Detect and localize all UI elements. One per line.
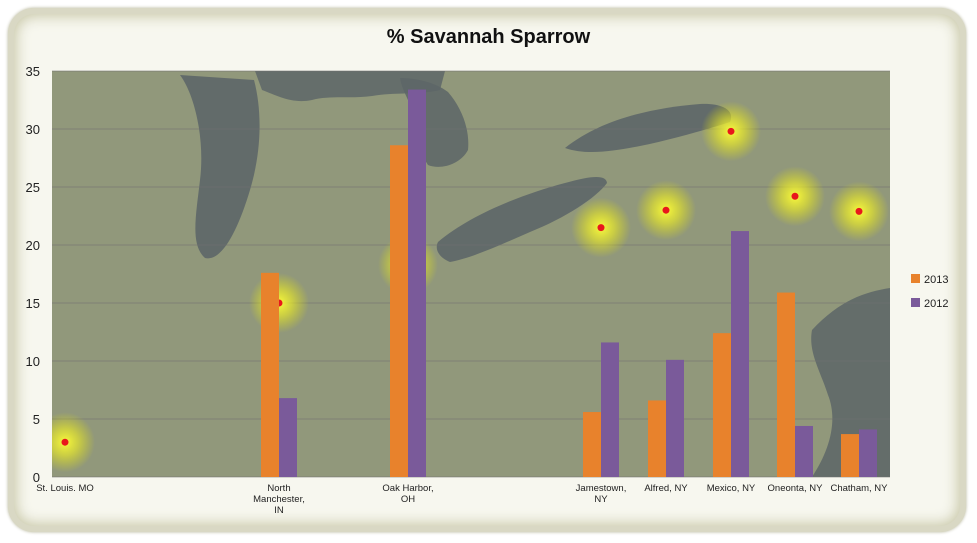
map-background: [52, 71, 890, 477]
x-tick-label: Mexico, NY: [707, 483, 756, 494]
bar-2013: [583, 412, 601, 477]
y-axis-labels: 0 5 10 15 20 25 30 35: [26, 64, 40, 485]
legend-label-2012: 2012: [924, 298, 948, 310]
bar-2012: [601, 342, 619, 477]
gridlines: [52, 70, 890, 478]
location-marker: [855, 207, 863, 215]
x-tick-label: Chatham, NY: [830, 483, 888, 494]
bar-2013: [261, 272, 279, 477]
bar-2013: [390, 145, 408, 478]
location-glow: [52, 412, 95, 473]
x-tick-label: Jamestown,: [576, 483, 627, 494]
bar-2013: [713, 333, 731, 477]
y-tick-label: 20: [26, 238, 40, 253]
x-tick-label: NY: [594, 494, 608, 505]
x-tick-label: IN: [274, 505, 284, 516]
x-tick-label: Alfred, NY: [644, 483, 688, 494]
bar-2013: [648, 400, 666, 477]
y-tick-label: 30: [26, 122, 40, 137]
bar-2012: [408, 89, 426, 477]
y-tick-label: 15: [26, 296, 40, 311]
bar-2013: [777, 292, 795, 477]
location-marker: [61, 438, 69, 446]
legend-label-2013: 2013: [924, 274, 948, 286]
y-tick-label: 25: [26, 180, 40, 195]
bar-2012: [795, 425, 813, 477]
bar-2012: [666, 359, 684, 477]
legend-swatch-2013: [911, 274, 920, 283]
chart-title: % Savannah Sparrow: [386, 26, 591, 48]
x-tick-label: St. Louis. MO: [36, 483, 94, 494]
x-tick-label: OH: [401, 494, 415, 505]
y-tick-label: 10: [26, 354, 40, 369]
x-tick-label: Oak Harbor,: [382, 483, 433, 494]
bar-2012: [731, 231, 749, 477]
bar-2013: [841, 434, 859, 477]
y-tick-label: 5: [33, 412, 40, 427]
legend: 2013 2012: [911, 274, 948, 310]
location-marker: [662, 206, 670, 214]
bar-2012: [279, 398, 297, 477]
bar-2012: [859, 429, 877, 477]
bars: [261, 89, 877, 478]
y-tick-label: 0: [33, 470, 40, 485]
location-marker: [791, 192, 799, 200]
legend-swatch-2012: [911, 298, 920, 307]
location-marker: [727, 127, 735, 135]
y-tick-label: 35: [26, 64, 40, 79]
location-marker: [597, 224, 605, 232]
x-tick-label: North: [267, 483, 290, 494]
x-tick-label: Manchester,: [253, 494, 305, 505]
x-tick-label: Oneonta, NY: [768, 483, 824, 494]
